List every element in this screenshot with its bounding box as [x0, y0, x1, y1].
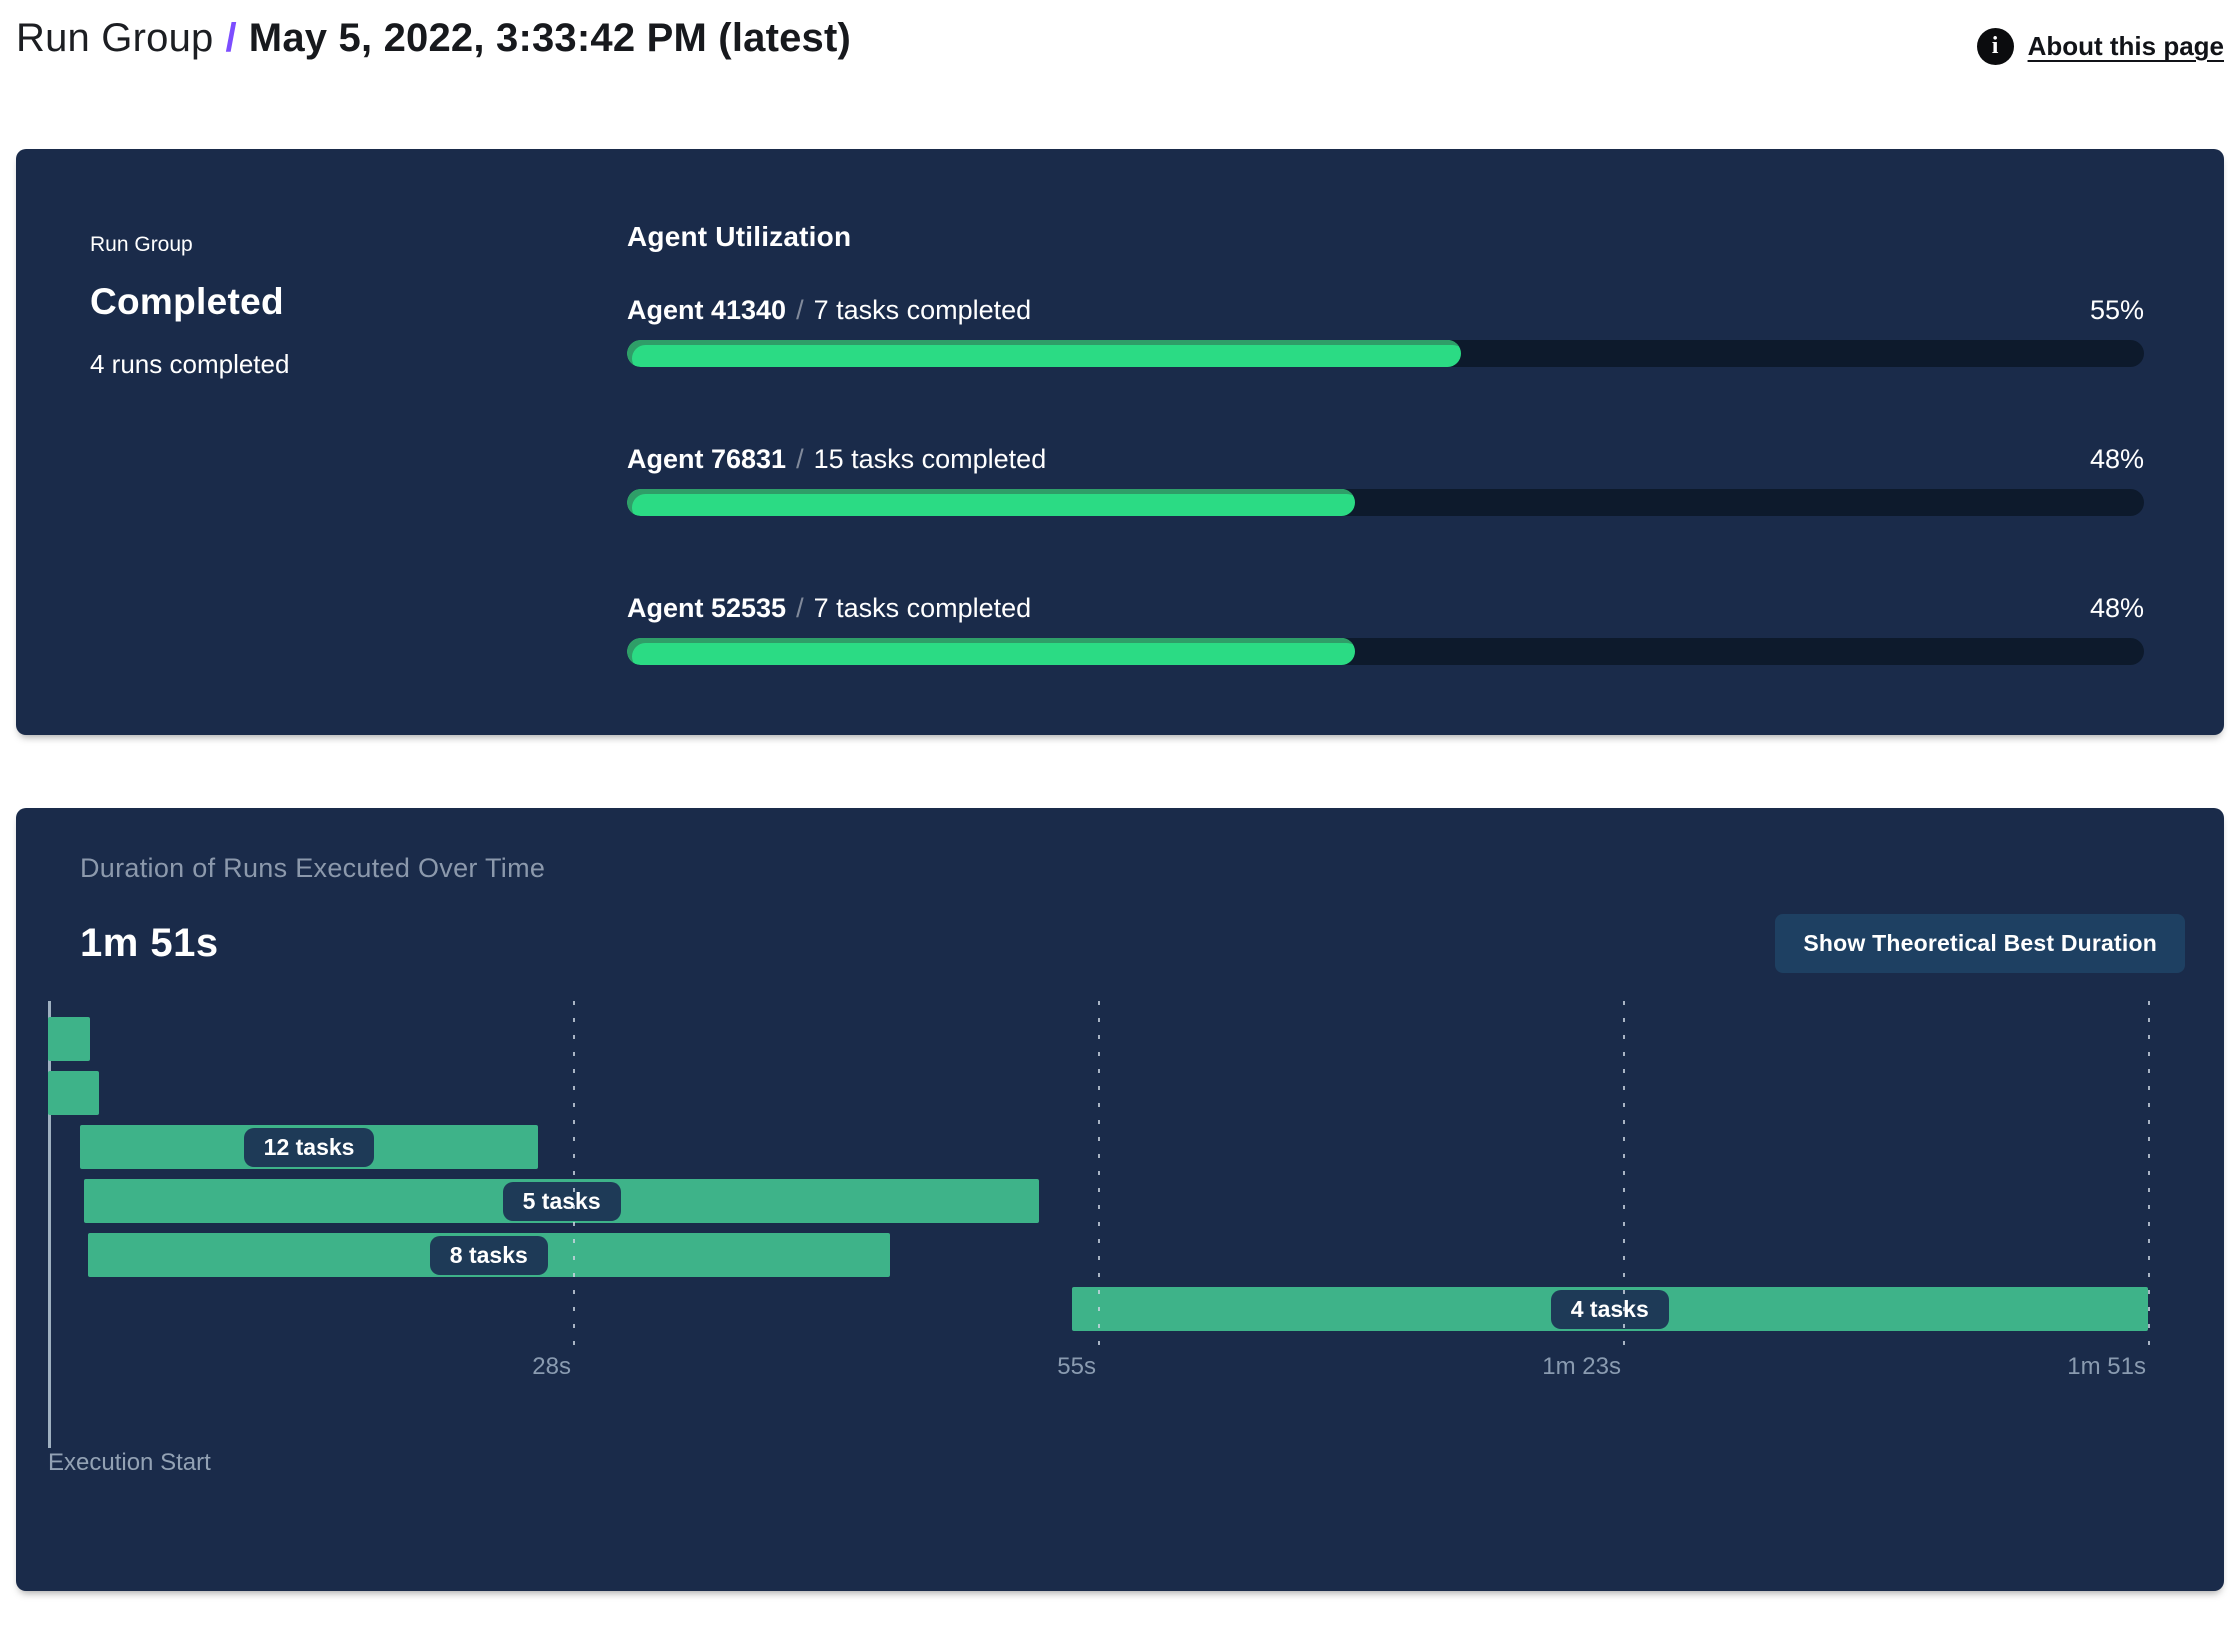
gantt-row: 4 tasks [48, 1287, 2148, 1331]
agent-utilization-track [627, 489, 2144, 516]
gantt-rows: 12 tasks 5 tasks 8 tasks 4 tasks [48, 1017, 2148, 1341]
agent-label: Agent 41340/7 tasks completed [627, 295, 1032, 325]
agent-utilization-heading: Agent Utilization [627, 221, 852, 252]
run-group-label: Run Group [90, 233, 193, 256]
agent-label: Agent 76831/15 tasks completed [627, 444, 1047, 474]
agent-utilization-row: Agent 76831/15 tasks completed 48% [627, 444, 2144, 516]
show-theoretical-best-duration-button[interactable]: Show Theoretical Best Duration [1775, 914, 2185, 973]
run-duration-bar[interactable]: 8 tasks [87, 1233, 890, 1277]
agent-utilization-fill [627, 489, 1356, 516]
agent-utilization-percent: 48% [2089, 444, 2144, 474]
agent-utilization-section: Agent Utilization Agent 41340/7 tasks co… [627, 221, 2144, 665]
run-duration-bar[interactable]: 4 tasks [1071, 1287, 2148, 1331]
about-this-page-label: About this page [2027, 31, 2224, 61]
total-duration-value: 1m 51s [80, 921, 219, 965]
gantt-tick-label: 1m 51s [2067, 1353, 2146, 1380]
gantt-row: 12 tasks [48, 1125, 2148, 1169]
gantt-plot: 12 tasks 5 tasks 8 tasks 4 tasks Execution … [48, 1001, 2150, 1501]
info-icon: i [1976, 28, 2014, 65]
agent-utilization-row: Agent 52535/7 tasks completed 48% [627, 593, 2144, 665]
run-duration-bar[interactable]: 5 tasks [83, 1179, 1040, 1223]
agent-utilization-percent: 55% [2089, 295, 2144, 325]
gantt-row: 8 tasks [48, 1233, 2148, 1277]
run-group-summary-panel: Run Group Completed 4 runs completed Age… [16, 149, 2224, 735]
run-task-count-label: 12 tasks [243, 1127, 375, 1167]
breadcrumb-separator-slash: / [225, 16, 237, 60]
agent-utilization-percent: 48% [2089, 593, 2144, 623]
gantt-tick-label: 28s [532, 1353, 571, 1380]
gantt-gridline [1623, 1001, 1625, 1346]
run-task-count-label: 5 tasks [502, 1181, 621, 1221]
run-group-status: Completed [90, 281, 284, 322]
about-this-page-link[interactable]: i About this page [1976, 28, 2224, 65]
gantt-row [48, 1071, 2148, 1115]
gantt-row [48, 1017, 2148, 1061]
duration-summary-row: 1m 51s Show Theoretical Best Duration [80, 914, 2185, 973]
gantt-gridline [573, 1001, 575, 1346]
agent-label: Agent 52535/7 tasks completed [627, 593, 1032, 623]
run-group-timestamp: May 5, 2022, 3:33:42 PM (latest) [248, 16, 852, 60]
run-task-count-label: 8 tasks [429, 1235, 548, 1275]
gantt-gridline [1098, 1001, 1100, 1346]
run-group-status-block: Run Group Completed 4 runs completed [90, 221, 627, 665]
agent-utilization-fill [627, 340, 1462, 367]
gantt-tick-label: 1m 23s [1542, 1353, 1621, 1380]
agent-utilization-list: Agent 41340/7 tasks completed 55% Agent 76… [627, 295, 2144, 665]
run-duration-bar[interactable]: 12 tasks [80, 1125, 538, 1169]
run-task-count-label: 4 tasks [1550, 1289, 1669, 1329]
agent-utilization-row: Agent 41340/7 tasks completed 55% [627, 295, 2144, 367]
gantt-gridline [2148, 1001, 2150, 1346]
page-header: Run Group / May 5, 2022, 3:33:42 PM (lates… [0, 0, 2240, 65]
gantt-y-axis-line [48, 1001, 51, 1448]
run-duration-bar[interactable] [48, 1017, 90, 1061]
agent-utilization-fill [627, 638, 1356, 665]
duration-chart-title: Duration of Runs Executed Over Time [80, 853, 546, 883]
page-title: Run Group / May 5, 2022, 3:33:42 PM (lates… [16, 12, 851, 64]
runs-completed-count: 4 runs completed [90, 349, 290, 379]
breadcrumb-root: Run Group [16, 16, 214, 60]
agent-utilization-track [627, 638, 2144, 665]
run-duration-bar[interactable] [48, 1071, 100, 1115]
execution-start-label: Execution Start [48, 1449, 211, 1476]
gantt-row: 5 tasks [48, 1179, 2148, 1223]
gantt-tick-label: 55s [1057, 1353, 1096, 1380]
agent-utilization-track [627, 340, 2144, 367]
duration-chart-panel: Duration of Runs Executed Over Time 1m 5… [16, 808, 2224, 1591]
